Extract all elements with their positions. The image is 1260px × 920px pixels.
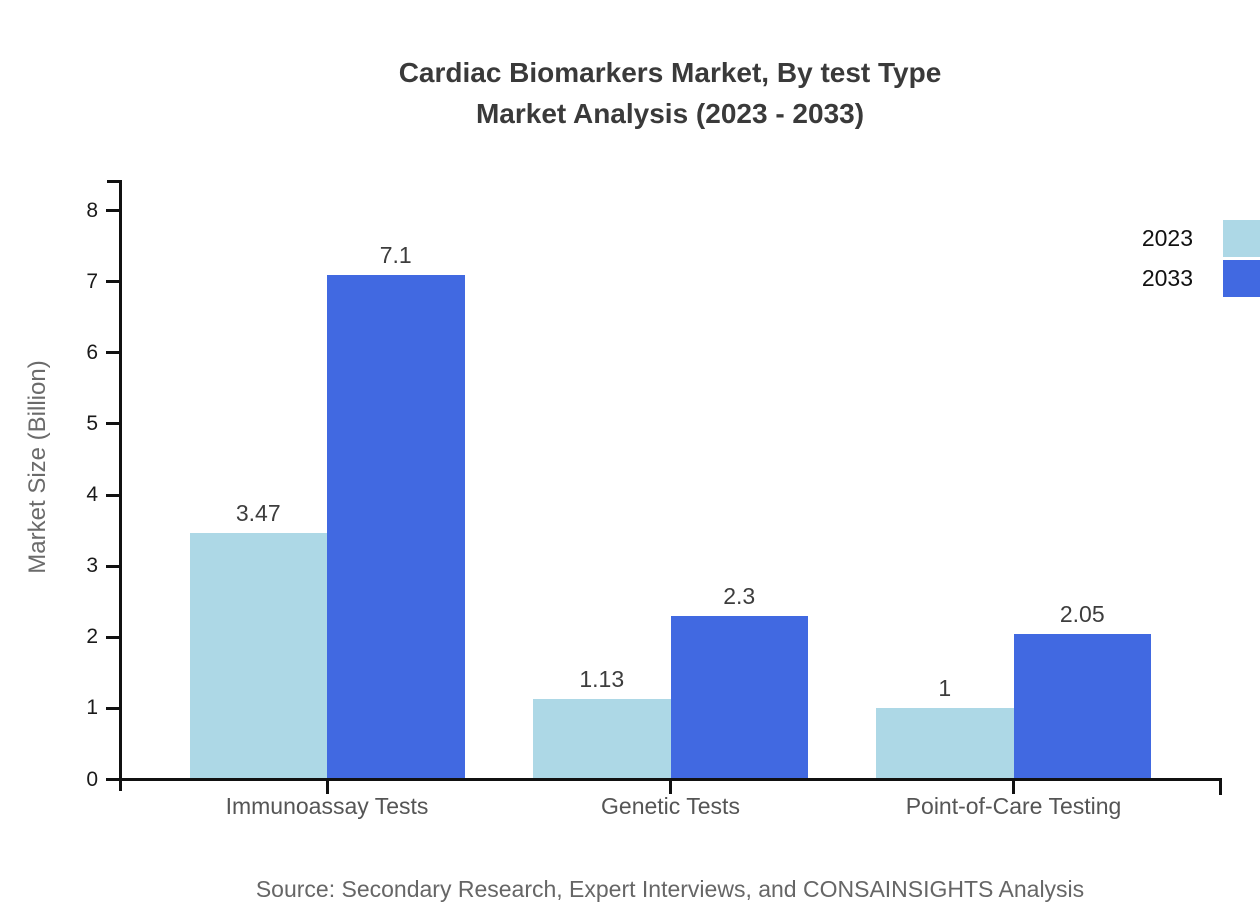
bar-value-label: 2.3 <box>723 582 756 609</box>
category-label: Point-of-Care Testing <box>905 793 1122 819</box>
x-axis-tick <box>669 778 672 794</box>
bar-value-label: 2.05 <box>1059 600 1105 627</box>
y-axis-tick-label: 2 <box>86 625 98 649</box>
y-axis-tick <box>106 351 120 355</box>
legend-swatch <box>1223 260 1260 297</box>
legend-entry: 2023 <box>1142 220 1260 257</box>
chart-title: Cardiac Biomarkers Market, By test Type … <box>120 52 1220 134</box>
bar-value-label: 7.1 <box>379 241 412 268</box>
bar <box>876 708 1014 780</box>
y-axis-tick-label: 5 <box>86 411 98 435</box>
chart-title-line1: Cardiac Biomarkers Market, By test Type <box>398 57 942 88</box>
y-axis-tick-label: 0 <box>86 767 98 791</box>
y-axis-label: Market Size (Billion) <box>24 360 51 574</box>
legend-swatch <box>1223 220 1260 257</box>
y-axis-tick <box>106 706 120 710</box>
y-axis-tick-label: 6 <box>86 340 98 364</box>
bar-value-label: 1 <box>938 675 952 702</box>
bar <box>327 274 465 780</box>
y-axis-tick-label: 4 <box>86 483 98 506</box>
bar <box>533 699 671 780</box>
source-caption: Source: Secondary Research, Expert Inter… <box>255 876 1085 902</box>
legend: 2023 2033 <box>1142 220 1260 297</box>
y-axis-tick-label: 8 <box>86 198 98 222</box>
y-axis-tick-label: 1 <box>86 696 98 720</box>
y-axis-tick <box>106 280 120 284</box>
y-axis-tick <box>106 635 120 639</box>
y-axis-tick <box>106 209 120 212</box>
category-label: Genetic Tests <box>601 793 740 819</box>
bar <box>189 532 327 780</box>
x-axis-tick <box>325 778 329 794</box>
bar <box>670 615 808 780</box>
x-axis-end-cap <box>1219 778 1222 795</box>
chart-title-line2: Market Analysis (2023 - 2033) <box>475 98 865 129</box>
y-axis-top-cap <box>107 180 122 183</box>
bar <box>1013 633 1151 780</box>
y-axis-tick <box>106 564 120 568</box>
legend-entry: 2033 <box>1142 260 1260 297</box>
category-label: Immunoassay Tests <box>225 793 429 819</box>
y-axis-tick <box>106 422 120 426</box>
x-axis-tick <box>1012 778 1015 794</box>
bar-value-label: 1.13 <box>579 666 625 693</box>
y-axis-tick-label: 3 <box>86 554 98 578</box>
y-axis-tick <box>106 493 120 497</box>
y-axis-line <box>119 180 122 791</box>
y-axis-tick-label: 7 <box>86 269 98 293</box>
bar-value-label: 3.47 <box>235 499 281 526</box>
legend-label: 2033 <box>1141 265 1193 291</box>
y-axis-tick <box>106 778 120 781</box>
legend-label: 2023 <box>1141 225 1193 251</box>
